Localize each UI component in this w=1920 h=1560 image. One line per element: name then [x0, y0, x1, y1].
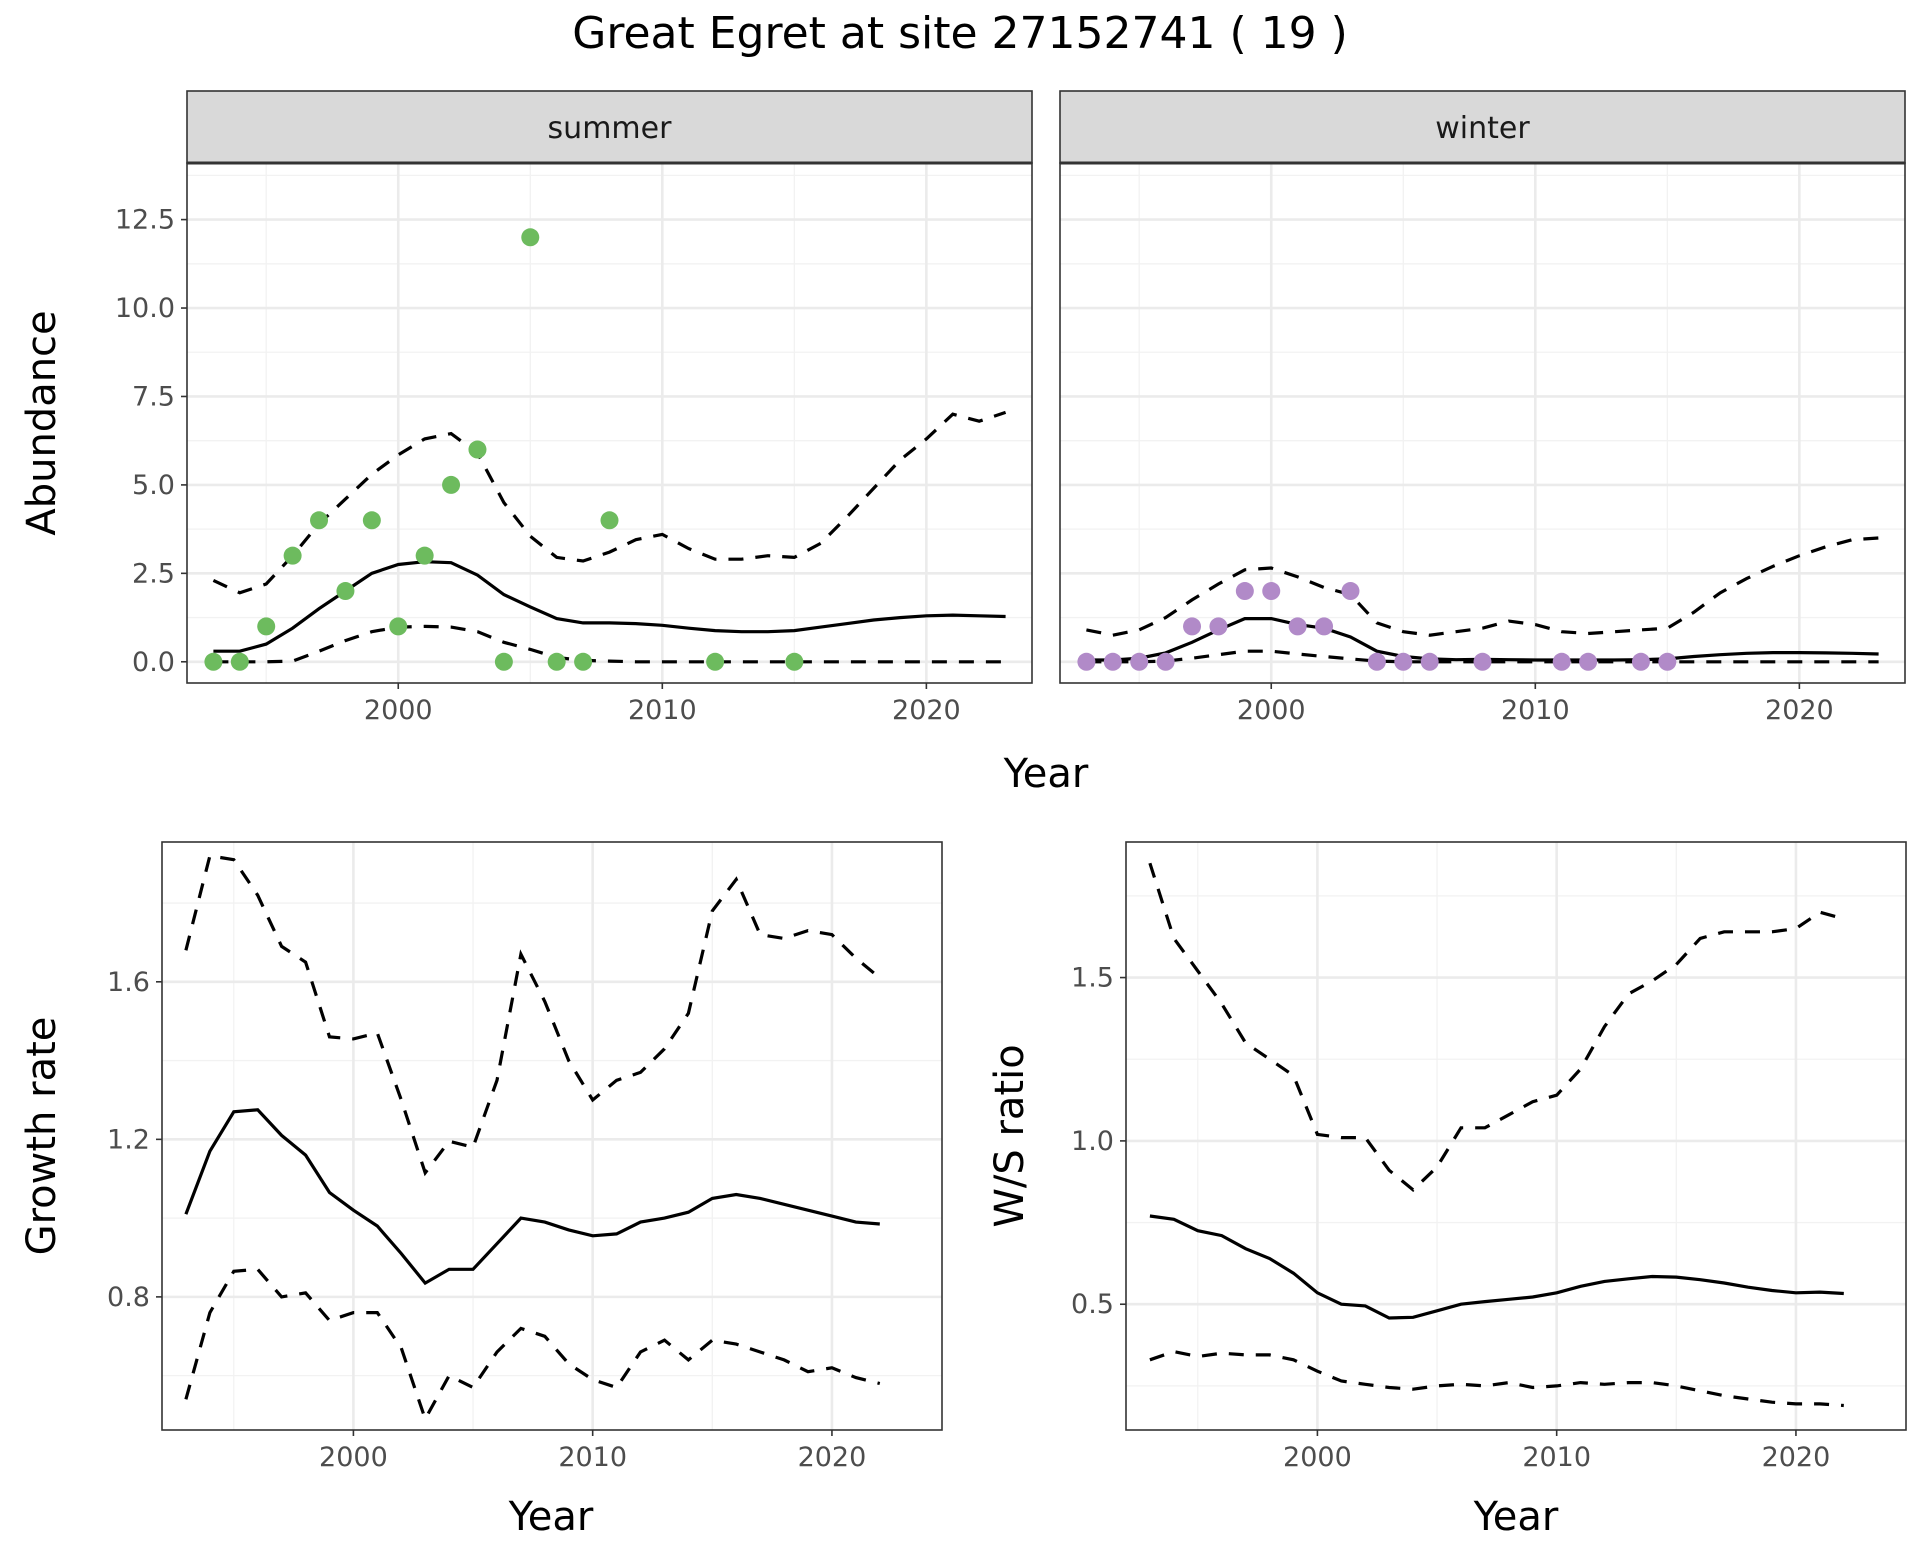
- x-tick-label: 2000: [364, 695, 433, 726]
- panel-background: [187, 163, 1032, 683]
- y-tick-label: 2.5: [132, 558, 175, 589]
- y-tick-label: 0.5: [1071, 1289, 1114, 1320]
- x-tick-label: 2000: [1283, 1442, 1352, 1473]
- data-point: [1552, 652, 1571, 671]
- y-tick-label: 0.8: [107, 1282, 150, 1313]
- data-point: [1658, 652, 1677, 671]
- data-point: [785, 652, 804, 671]
- data-point: [204, 652, 223, 671]
- y-axis-title: W/S ratio: [987, 1044, 1033, 1227]
- y-tick-label: 0.0: [132, 647, 175, 678]
- data-point: [283, 546, 302, 565]
- x-tick-label: 2010: [558, 1442, 627, 1473]
- data-point: [1235, 582, 1254, 601]
- plot-title: Great Egret at site 27152741 ( 19 ): [572, 8, 1348, 59]
- y-tick-label: 5.0: [132, 470, 175, 501]
- x-tick-label: 2020: [892, 695, 961, 726]
- panel-background: [1126, 842, 1906, 1430]
- x-tick-label: 2010: [1501, 695, 1570, 726]
- data-point: [1315, 617, 1334, 636]
- x-axis-title: Year: [1473, 1494, 1559, 1540]
- data-point: [415, 546, 434, 565]
- x-tick-label: 2000: [319, 1442, 388, 1473]
- panel-background: [162, 842, 942, 1430]
- ci-line: [1149, 1349, 1844, 1408]
- panel-background: [1060, 163, 1905, 683]
- data-point: [1394, 652, 1413, 671]
- y-axis-title: Growth rate: [19, 1017, 65, 1256]
- data-point: [1130, 652, 1149, 671]
- growth-rate-chart: 2000 2010 2020 0.8 1.2 1.6 Year Growth rate: [19, 841, 943, 1540]
- data-point: [257, 617, 276, 636]
- data-point: [310, 511, 329, 530]
- x-axis-title: Year: [1003, 751, 1089, 797]
- data-point: [1288, 617, 1307, 636]
- data-point: [389, 617, 408, 636]
- panel-border: [1125, 841, 1907, 1431]
- y-tick-label: 1.0: [1071, 1126, 1114, 1157]
- data-point: [706, 652, 725, 671]
- x-tick-label: 2000: [1237, 695, 1306, 726]
- ci-line: [1086, 536, 1879, 637]
- x-axis-title: Year: [508, 1494, 594, 1540]
- data-point: [600, 511, 619, 530]
- facet-label-summer: summer: [548, 111, 673, 146]
- data-point: [494, 652, 513, 671]
- fit-line: [184, 1108, 880, 1286]
- ws-ratio-chart: 2000 2010 2020 0.5 1.0 1.5 Year W/S ratio: [987, 841, 1907, 1540]
- ci-line: [213, 624, 1006, 664]
- x-tick-label: 2010: [628, 695, 697, 726]
- y-tick-label: 12.5: [115, 205, 175, 236]
- y-tick-label: 1.2: [107, 1124, 150, 1155]
- data-point: [336, 582, 355, 601]
- data-point: [442, 475, 461, 494]
- data-point: [1579, 652, 1598, 671]
- facet-panel-winter: winter 2000 2010 2020: [1059, 90, 1906, 726]
- y-axis-title: Abundance: [19, 310, 65, 535]
- y-tick-label: 1.5: [1071, 963, 1114, 994]
- data-point: [1103, 652, 1122, 671]
- y-tick-label: 10.0: [115, 293, 175, 324]
- fit-line: [1149, 1214, 1844, 1320]
- y-tick-label: 7.5: [132, 381, 175, 412]
- y-tick-label: 1.6: [107, 967, 150, 998]
- data-point: [1367, 652, 1386, 671]
- data-point: [1077, 652, 1096, 671]
- x-tick-label: 2010: [1522, 1442, 1591, 1473]
- abundance-chart: summer 2000 2010 2020 0.0 2.5 5.0 7.5 10.0 12.5 wi…: [19, 90, 1906, 797]
- panel-border: [161, 841, 943, 1431]
- ci-line: [184, 853, 881, 1177]
- data-point: [230, 652, 249, 671]
- data-point: [468, 440, 487, 459]
- data-point: [1262, 582, 1281, 601]
- facet-label-winter: winter: [1435, 111, 1530, 146]
- data-point: [1209, 617, 1228, 636]
- ci-line: [1148, 862, 1845, 1193]
- data-point: [547, 652, 566, 671]
- facet-panel-summer: summer 2000 2010 2020 0.0 2.5 5.0 7.5 10.0 12.5: [115, 90, 1033, 726]
- data-point: [362, 511, 381, 530]
- facet-strip: [1059, 90, 1906, 164]
- data-point: [521, 228, 540, 247]
- data-point: [1156, 652, 1175, 671]
- data-point: [1631, 652, 1650, 671]
- x-tick-label: 2020: [1765, 695, 1834, 726]
- data-point: [574, 652, 593, 671]
- data-point: [1473, 652, 1492, 671]
- ci-line: [212, 410, 1007, 595]
- ci-line: [1086, 649, 1879, 664]
- ci-line: [184, 1267, 881, 1423]
- data-point: [1341, 582, 1360, 601]
- x-tick-label: 2020: [798, 1442, 867, 1473]
- x-tick-label: 2020: [1762, 1442, 1831, 1473]
- data-point: [1183, 617, 1202, 636]
- data-point: [1420, 652, 1439, 671]
